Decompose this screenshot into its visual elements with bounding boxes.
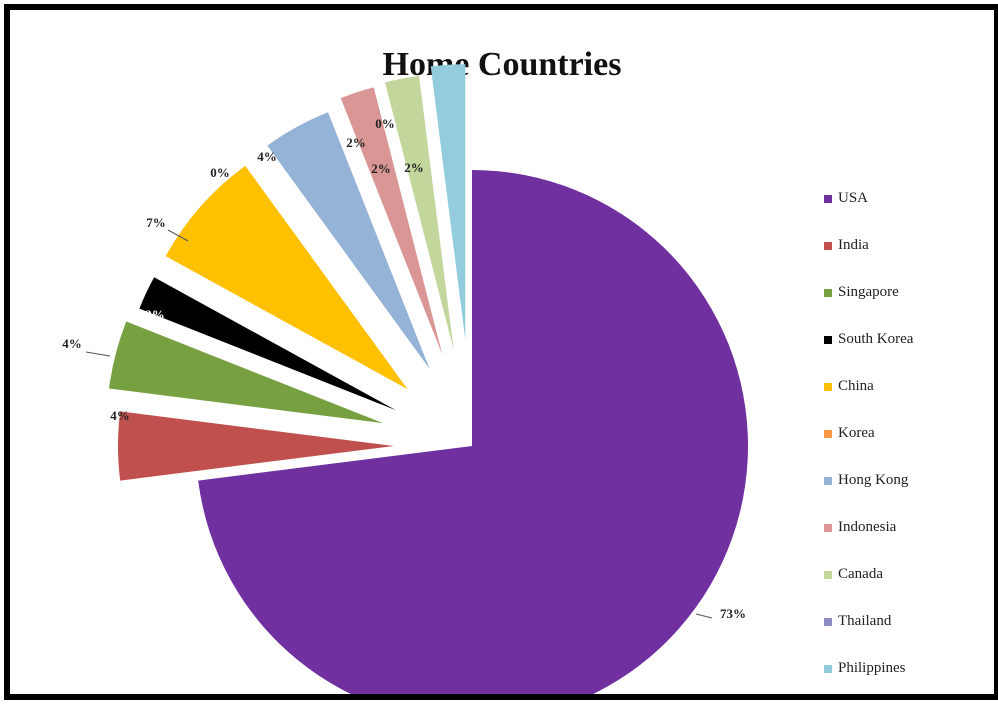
leader-line (695, 613, 713, 619)
data-label-china: 7% (146, 215, 166, 230)
legend-label: USA (838, 190, 869, 206)
legend-swatch (824, 289, 832, 297)
pie-slice-hong-kong (267, 112, 430, 369)
legend-label: Korea (838, 425, 875, 441)
legend-swatch (824, 571, 832, 579)
data-label-south-korea: 2% (145, 307, 165, 322)
legend-item: Thailand (824, 613, 913, 660)
legend-item: Canada (824, 566, 913, 613)
pie-slice-china (165, 165, 408, 390)
legend-item: Hong Kong (824, 472, 913, 519)
chart-title: Home Countries (382, 46, 622, 83)
legend-label: Hong Kong (838, 472, 909, 488)
legend-item: Korea (824, 425, 913, 472)
chart-frame: Home Countries 73% 4% 4% 2% 7% 0% 4% 2% 2% 0% 2% U… (4, 4, 998, 700)
legend-swatch (824, 524, 832, 532)
legend-swatch (824, 430, 832, 438)
data-label-korea: 0% (210, 165, 230, 180)
legend-item: China (824, 378, 913, 425)
legend-label: India (838, 237, 869, 253)
data-label-singapore: 4% (62, 336, 82, 351)
pie-slice-philippines (430, 64, 466, 341)
legend-swatch (824, 195, 832, 203)
legend-item: Philippines (824, 660, 913, 707)
legend-swatch (824, 665, 832, 673)
pie-slice-south-korea (139, 277, 396, 411)
data-label-usa: 73% (720, 606, 746, 621)
legend-swatch (824, 242, 832, 250)
legend-label: Canada (838, 566, 883, 582)
pie-slice-india (118, 411, 395, 481)
leader-line (167, 229, 189, 242)
data-label-canada: 2% (371, 161, 391, 176)
legend-swatch (824, 336, 832, 344)
legend-swatch (824, 618, 832, 626)
legend-item: India (824, 237, 913, 284)
legend-label: Philippines (838, 660, 906, 676)
pie-slice-usa (198, 170, 748, 694)
legend-label: Singapore (838, 284, 899, 300)
legend: USA India Singapore South Korea China Korea Ho… (824, 190, 913, 707)
data-label-thailand: 0% (375, 116, 395, 131)
legend-swatch (824, 383, 832, 391)
legend-label: South Korea (838, 331, 914, 347)
data-label-philippines: 2% (404, 160, 424, 175)
data-label-india: 4% (110, 408, 130, 423)
data-label-hong-kong: 4% (257, 149, 277, 164)
legend-label: Thailand (838, 613, 892, 629)
pie-slice-indonesia (340, 87, 443, 355)
pie-slice-canada (384, 75, 454, 350)
legend-item: South Korea (824, 331, 913, 378)
legend-item: USA (824, 190, 913, 237)
legend-label: China (838, 378, 874, 394)
pie-slice-singapore (109, 321, 383, 424)
legend-item: Singapore (824, 284, 913, 331)
leader-line (85, 351, 111, 357)
pie-chart: 73% 4% 4% 2% 7% 0% 4% 2% 2% 0% 2% (62, 64, 748, 694)
data-label-indonesia: 2% (346, 135, 366, 150)
legend-item: Indonesia (824, 519, 913, 566)
legend-label: Indonesia (838, 519, 897, 535)
legend-swatch (824, 477, 832, 485)
